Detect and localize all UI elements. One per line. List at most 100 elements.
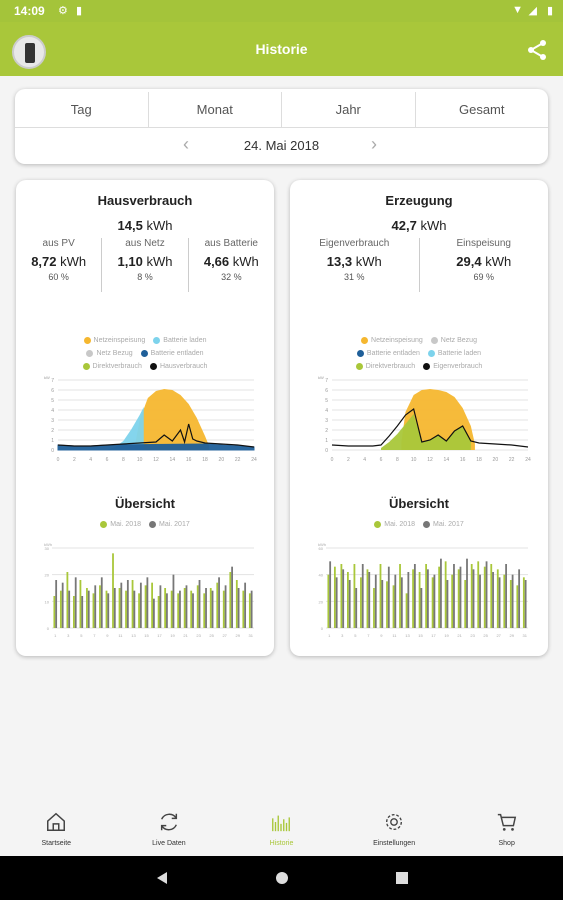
y-tick-label: 20: [319, 599, 324, 604]
legend-dot: [100, 521, 108, 528]
home-circle-icon[interactable]: [274, 870, 290, 886]
legend-label: Hausverbrauch: [159, 363, 208, 370]
bar: [498, 577, 501, 628]
bar: [126, 580, 129, 628]
bar: [198, 580, 201, 628]
bar: [361, 564, 364, 628]
bar: [381, 580, 384, 628]
bar: [61, 582, 64, 628]
legend-dot: [423, 363, 431, 370]
bottom-navigation: Startseite Live Daten Historie Einstellu…: [0, 800, 563, 856]
bar: [446, 580, 449, 628]
legend-item: Mai. 2018: [100, 521, 141, 528]
overview-title: Übersicht: [115, 496, 175, 511]
bar: [477, 561, 480, 628]
recents-icon[interactable]: [394, 870, 410, 886]
bar: [355, 588, 358, 628]
legend-label: Netz Bezug: [440, 337, 477, 344]
tab-jahr[interactable]: Jahr: [282, 92, 416, 127]
y-tick-label: 7: [51, 378, 54, 384]
bar: [100, 577, 103, 628]
y-tick-label: 5: [51, 398, 54, 404]
x-tick-label: 25: [209, 633, 214, 638]
bar: [444, 561, 447, 628]
bar: [196, 585, 199, 628]
bar: [231, 566, 233, 628]
bar: [146, 577, 149, 628]
nav-historie[interactable]: Historie: [225, 800, 338, 856]
bar: [203, 593, 206, 628]
bar: [81, 596, 84, 628]
y-tick-label: 0: [321, 626, 324, 631]
erzeugung-card[interactable]: Erzeugung 42,7 kWh Eigenverbrauch 13,3 k…: [290, 180, 548, 656]
bar: [113, 588, 116, 628]
nav-einstellungen[interactable]: Einstellungen: [338, 800, 451, 856]
x-tick-label: 1: [54, 633, 57, 638]
x-tick-label: 18: [476, 457, 482, 463]
bar: [131, 580, 134, 628]
y-tick-label: 2: [51, 428, 54, 434]
bar: [353, 564, 356, 628]
x-tick-label: 24: [525, 457, 531, 463]
bar: [379, 564, 382, 628]
chevron-right-icon[interactable]: ›: [371, 134, 377, 154]
bar: [250, 590, 253, 628]
bar: [125, 590, 127, 628]
nav-live-daten[interactable]: Live Daten: [113, 800, 226, 856]
back-icon[interactable]: [154, 870, 170, 886]
hausverbrauch-card[interactable]: Hausverbrauch 14,5 kWh aus PV 8,72 kWh 6…: [16, 180, 274, 656]
bar: [360, 577, 362, 628]
x-tick-label: 5: [80, 633, 83, 638]
x-tick-label: 0: [331, 457, 334, 463]
legend-label: Netzeinspeisung: [93, 337, 146, 344]
legend-label: Mai. 2018: [110, 521, 141, 528]
nav-shop[interactable]: Shop: [450, 800, 563, 856]
date-selector: ‹ 24. Mai 2018 ›: [15, 132, 548, 162]
x-tick-label: 12: [153, 457, 159, 463]
legend-item: Mai. 2017: [423, 521, 464, 528]
wifi-icon: ▼: [512, 4, 523, 16]
legend-item: Netz Bezug: [430, 337, 477, 344]
bar: [329, 561, 332, 628]
overview-legend: Mai. 2018 Mai. 2017: [16, 518, 274, 531]
chevron-left-icon[interactable]: ‹: [183, 134, 189, 154]
x-tick-label: 13: [405, 633, 410, 638]
bar: [133, 590, 136, 628]
period-tabs: Tag Monat Jahr Gesamt: [15, 92, 548, 128]
legend-dot: [82, 363, 90, 370]
x-tick-label: 10: [137, 457, 143, 463]
share-icon[interactable]: [525, 38, 549, 62]
x-tick-label: 15: [418, 633, 423, 638]
tab-tag[interactable]: Tag: [15, 92, 149, 127]
legend-label: Mai. 2017: [433, 521, 464, 528]
x-tick-label: 10: [411, 457, 417, 463]
x-tick-label: 25: [483, 633, 488, 638]
nav-startseite[interactable]: Startseite: [0, 800, 113, 856]
bar: [459, 566, 462, 628]
y-tick-label: 40: [319, 573, 324, 578]
legend-item: Batterie entladen: [140, 350, 204, 357]
legend-item: Netz Bezug: [86, 350, 133, 357]
x-tick-label: 21: [457, 633, 462, 638]
bar: [118, 588, 121, 628]
y-tick-label: 10: [45, 599, 50, 604]
x-tick-label: 17: [431, 633, 436, 638]
x-tick-label: 29: [235, 633, 240, 638]
legend-label: Netzeinspeisung: [371, 337, 423, 344]
page-title: Historie: [255, 41, 308, 57]
tab-gesamt[interactable]: Gesamt: [458, 102, 505, 117]
x-tick-label: 6: [106, 457, 109, 463]
day-chart-legend: Netzeinspeisung Batterie laden Netz Bezug B…: [16, 334, 274, 373]
y-tick-label: 6: [325, 388, 328, 394]
bar: [211, 590, 214, 628]
device-avatar[interactable]: [12, 35, 46, 69]
legend-dot: [153, 337, 161, 344]
x-tick-label: 3: [341, 633, 344, 638]
legend-item: Eigenverbrauch: [423, 363, 482, 370]
x-tick-label: 27: [222, 633, 227, 638]
x-tick-label: 22: [509, 457, 515, 463]
x-tick-label: 16: [460, 457, 466, 463]
x-tick-label: 14: [170, 457, 176, 463]
tab-monat[interactable]: Monat: [149, 92, 282, 127]
